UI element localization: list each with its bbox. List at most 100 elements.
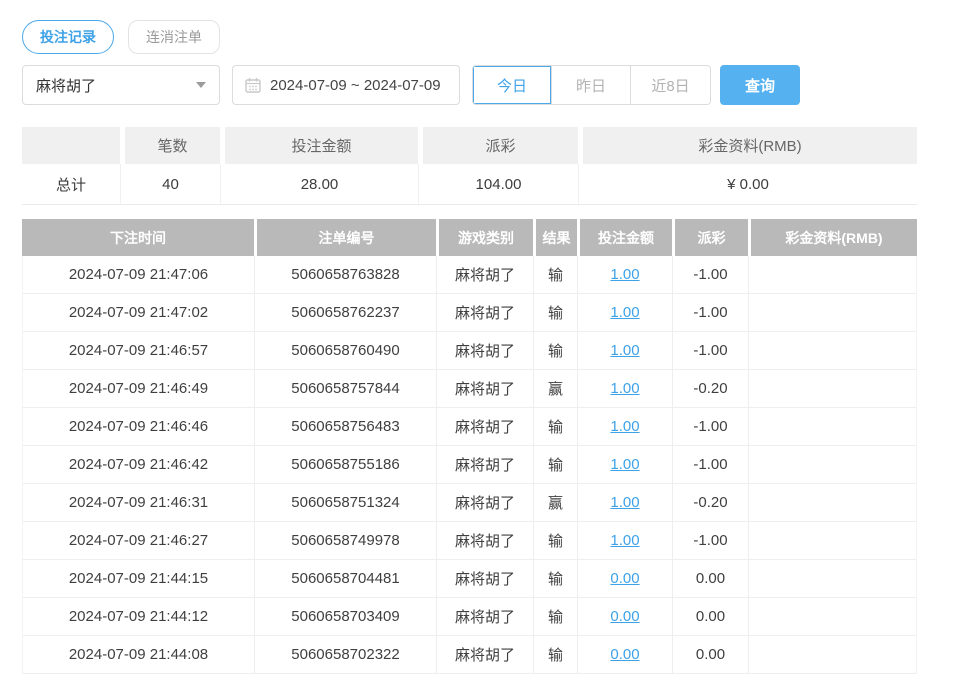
cell-payout: 0.00 — [672, 636, 748, 674]
cell-bonus — [748, 560, 917, 598]
col-header-bonus: 彩金资料(RMB) — [748, 219, 917, 256]
cell-payout: -1.00 — [672, 256, 748, 294]
calendar-icon — [245, 77, 261, 93]
cell-game-type: 麻将胡了 — [436, 256, 533, 294]
cell-bonus — [748, 294, 917, 332]
cell-game-type: 麻将胡了 — [436, 598, 533, 636]
tab-betting-records[interactable]: 投注记录 — [22, 20, 114, 54]
cell-bet-amount: 1.00 — [577, 484, 672, 522]
bet-amount-link[interactable]: 0.00 — [610, 570, 640, 587]
cell-bet-time: 2024-07-09 21:47:02 — [22, 294, 254, 332]
cell-bet-time: 2024-07-09 21:46:31 — [22, 484, 254, 522]
cell-bet-time: 2024-07-09 21:46:46 — [22, 408, 254, 446]
bet-amount-link[interactable]: 0.00 — [610, 608, 640, 625]
cell-order-no: 5060658763828 — [254, 256, 436, 294]
table-row: 2024-07-09 21:44:15 5060658704481 麻将胡了 输… — [22, 560, 917, 598]
cell-bonus — [748, 408, 917, 446]
cell-bet-time: 2024-07-09 21:46:42 — [22, 446, 254, 484]
cell-result: 输 — [533, 408, 577, 446]
chevron-down-icon — [196, 82, 206, 88]
summary-total-payout: 104.00 — [418, 164, 578, 205]
cell-result: 赢 — [533, 484, 577, 522]
cell-payout: -0.20 — [672, 370, 748, 408]
cell-game-type: 麻将胡了 — [436, 370, 533, 408]
cell-order-no: 5060658703409 — [254, 598, 436, 636]
cell-game-type: 麻将胡了 — [436, 446, 533, 484]
col-header-game-type: 游戏类别 — [436, 219, 533, 256]
bet-amount-link[interactable]: 1.00 — [610, 494, 640, 511]
cell-result: 输 — [533, 522, 577, 560]
cell-bet-amount: 1.00 — [577, 294, 672, 332]
bet-amount-link[interactable]: 1.00 — [610, 304, 640, 321]
records-header-row: 下注时间 注单编号 游戏类别 结果 投注金额 派彩 彩金资料(RMB) — [22, 219, 917, 256]
cell-bet-time: 2024-07-09 21:46:49 — [22, 370, 254, 408]
cell-game-type: 麻将胡了 — [436, 294, 533, 332]
cell-result: 输 — [533, 446, 577, 484]
cell-bet-amount: 1.00 — [577, 446, 672, 484]
cell-bet-amount: 1.00 — [577, 408, 672, 446]
col-header-bet-amount: 投注金额 — [577, 219, 672, 256]
cell-bet-amount: 0.00 — [577, 560, 672, 598]
search-button[interactable]: 查询 — [720, 65, 800, 105]
cell-payout: -1.00 — [672, 294, 748, 332]
date-range-value: 2024-07-09 ~ 2024-07-09 — [270, 76, 441, 94]
date-range-picker[interactable]: 2024-07-09 ~ 2024-07-09 — [232, 65, 460, 105]
quick-filter-last8days[interactable]: 近8日 — [631, 66, 710, 104]
col-header-result: 结果 — [533, 219, 577, 256]
cell-game-type: 麻将胡了 — [436, 636, 533, 674]
cell-bonus — [748, 370, 917, 408]
table-row: 2024-07-09 21:44:08 5060658702322 麻将胡了 输… — [22, 636, 917, 674]
col-header-order-no: 注单编号 — [254, 219, 436, 256]
bet-amount-link[interactable]: 0.00 — [610, 646, 640, 663]
summary-total-bonus: ¥ 0.00 — [578, 164, 917, 205]
cell-bet-amount: 0.00 — [577, 636, 672, 674]
cell-payout: -1.00 — [672, 332, 748, 370]
table-row: 2024-07-09 21:46:31 5060658751324 麻将胡了 赢… — [22, 484, 917, 522]
cell-bet-time: 2024-07-09 21:44:08 — [22, 636, 254, 674]
summary-header-payout: 派彩 — [418, 127, 578, 164]
bet-amount-link[interactable]: 1.00 — [610, 532, 640, 549]
cell-bet-time: 2024-07-09 21:46:27 — [22, 522, 254, 560]
table-row: 2024-07-09 21:46:27 5060658749978 麻将胡了 输… — [22, 522, 917, 560]
quick-filter-yesterday[interactable]: 昨日 — [552, 66, 631, 104]
table-row: 2024-07-09 21:46:49 5060658757844 麻将胡了 赢… — [22, 370, 917, 408]
game-select[interactable]: 麻将胡了 — [22, 65, 220, 105]
summary-header-row: 笔数 投注金额 派彩 彩金资料(RMB) — [22, 127, 917, 164]
cell-order-no: 5060658755186 — [254, 446, 436, 484]
bet-amount-link[interactable]: 1.00 — [610, 342, 640, 359]
cell-payout: -0.20 — [672, 484, 748, 522]
cell-order-no: 5060658749978 — [254, 522, 436, 560]
cell-payout: -1.00 — [672, 408, 748, 446]
cell-order-no: 5060658704481 — [254, 560, 436, 598]
cell-result: 输 — [533, 294, 577, 332]
cell-bet-time: 2024-07-09 21:46:57 — [22, 332, 254, 370]
cell-bonus — [748, 636, 917, 674]
game-select-value: 麻将胡了 — [36, 77, 97, 95]
col-header-payout: 派彩 — [672, 219, 748, 256]
records-table-body: 2024-07-09 21:47:06 5060658763828 麻将胡了 输… — [22, 256, 917, 674]
cell-game-type: 麻将胡了 — [436, 408, 533, 446]
summary-header-bonus: 彩金资料(RMB) — [578, 127, 917, 164]
cell-bet-amount: 1.00 — [577, 332, 672, 370]
tabs-row: 投注记录 连消注单 — [22, 20, 917, 54]
bet-amount-link[interactable]: 1.00 — [610, 418, 640, 435]
tab-cancelled-orders[interactable]: 连消注单 — [128, 20, 220, 54]
cell-game-type: 麻将胡了 — [436, 560, 533, 598]
cell-bonus — [748, 332, 917, 370]
quick-filter-group: 今日 昨日 近8日 — [472, 65, 711, 105]
cell-order-no: 5060658756483 — [254, 408, 436, 446]
quick-filter-today[interactable]: 今日 — [473, 66, 552, 104]
cell-bet-amount: 1.00 — [577, 522, 672, 560]
bet-amount-link[interactable]: 1.00 — [610, 456, 640, 473]
bet-amount-link[interactable]: 1.00 — [610, 380, 640, 397]
cell-game-type: 麻将胡了 — [436, 332, 533, 370]
table-row: 2024-07-09 21:46:46 5060658756483 麻将胡了 输… — [22, 408, 917, 446]
cell-bonus — [748, 446, 917, 484]
cell-bonus — [748, 256, 917, 294]
cell-result: 输 — [533, 598, 577, 636]
bet-amount-link[interactable]: 1.00 — [610, 266, 640, 283]
cell-result: 输 — [533, 636, 577, 674]
betting-records-page: 投注记录 连消注单 麻将胡了 2024-07-09 ~ 2024-07-09 — [22, 20, 917, 674]
records-table: 下注时间 注单编号 游戏类别 结果 投注金额 派彩 彩金资料(RMB) 2024… — [22, 219, 917, 674]
cell-payout: -1.00 — [672, 446, 748, 484]
